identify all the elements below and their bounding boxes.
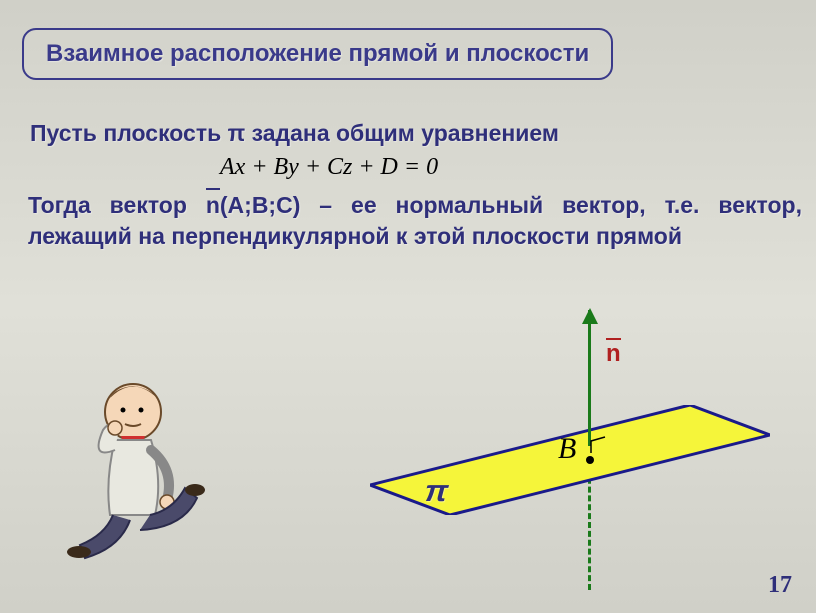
para2-before: Тогда вектор [28,192,206,218]
normal-arrowhead [582,308,598,324]
label-n-text: n [606,340,621,368]
perpendicular-mark [590,436,608,454]
vector-n-inline: n [206,190,220,221]
thinking-figure [55,370,215,570]
page-number: 17 [768,572,792,599]
title-text: Взаимное расположение прямой и плоскости [46,40,589,68]
normal-vector-paragraph: Тогда вектор n(A;B;C) – ее нормальный ве… [28,190,802,252]
label-b: B [558,432,576,466]
point-b [586,456,594,464]
normal-line-solid [588,310,591,446]
plane-equation: Ax + By + Cz + D = 0 [220,154,438,181]
plane-normal-diagram: B n π [310,310,790,600]
title-box: Взаимное расположение прямой и плоскости [22,28,613,80]
label-n: n [606,340,621,368]
intro-line: Пусть плоскость π задана общим уравнение… [30,118,559,149]
